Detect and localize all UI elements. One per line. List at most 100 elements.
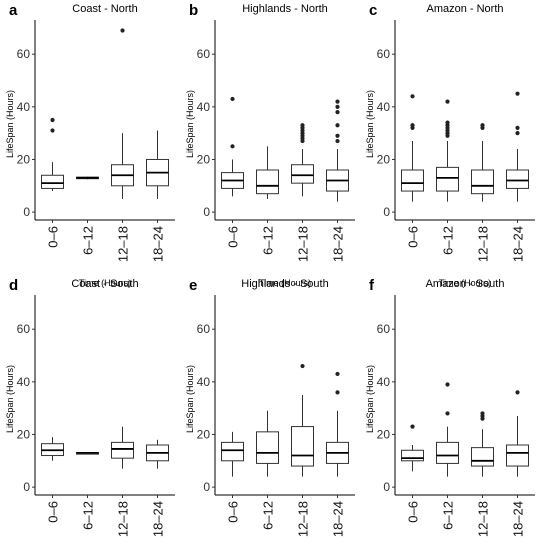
iqr-box xyxy=(291,426,314,467)
outlier-point xyxy=(300,363,305,369)
iqr-box xyxy=(41,174,64,189)
outlier-point xyxy=(515,131,520,136)
panel-d: d Coast - South 0 20 40 60 LifeSpan (Hours) 0–6… xyxy=(5,277,175,537)
y-axis-label: LifeSpan (Hours) xyxy=(5,365,15,433)
panel-b: b Highlands - North 0 20 40 60 LifeSpan (Hours… xyxy=(185,2,355,288)
box-4 xyxy=(506,91,529,202)
x-tick-label: 12–18 xyxy=(476,226,491,262)
y-tick-label: 40 xyxy=(17,375,31,389)
x-axis-label: Time (Hours) xyxy=(259,278,311,288)
y-tick-label: 40 xyxy=(377,375,391,389)
box-3 xyxy=(111,28,134,199)
y-tick-label: 0 xyxy=(23,480,30,494)
iqr-box xyxy=(506,169,529,189)
box-1 xyxy=(41,117,64,192)
y-tick-label: 20 xyxy=(377,427,391,441)
box-2 xyxy=(256,146,279,199)
box-3 xyxy=(471,123,494,202)
x-tick-label: 12–18 xyxy=(116,501,131,537)
y-tick-label: 60 xyxy=(17,47,31,61)
panel-f: f Amazon - South 0 20 40 60 LifeSpan (Hours) 0–… xyxy=(365,277,535,537)
outlier-point xyxy=(120,28,125,33)
x-axis-label: Time (Hours) xyxy=(439,278,491,288)
iqr-box xyxy=(506,444,529,467)
outlier-point xyxy=(445,411,450,416)
box-3 xyxy=(111,426,134,469)
y-tick-label: 20 xyxy=(197,427,211,441)
panel-a: a Coast - North 0 20 40 60 LifeSpan (Hours) 0–6… xyxy=(5,2,175,288)
box-1 xyxy=(221,96,244,197)
x-tick-label: 0–6 xyxy=(46,501,61,523)
y-axis-label: LifeSpan (Hours) xyxy=(185,365,195,433)
outlier-point xyxy=(335,133,340,138)
x-tick-label: 18–24 xyxy=(151,501,166,537)
box-2 xyxy=(436,382,459,477)
outlier-point xyxy=(335,99,340,104)
outlier-point xyxy=(480,123,485,128)
outlier-point xyxy=(515,91,520,96)
panel-title: Coast - South xyxy=(71,278,138,290)
panel-letter: c xyxy=(369,2,377,19)
x-tick-label: 6–12 xyxy=(261,501,276,530)
y-tick-label: 60 xyxy=(17,322,31,336)
y-tick-label: 20 xyxy=(17,152,31,166)
box-2 xyxy=(436,99,459,202)
x-axis-label: Time (Hours) xyxy=(79,278,131,288)
x-tick-label: 18–24 xyxy=(331,501,346,537)
x-tick-label: 0–6 xyxy=(46,226,61,248)
y-tick-label: 40 xyxy=(17,100,31,114)
panel-title: Amazon - South xyxy=(426,278,505,290)
panel-title: Highlands - North xyxy=(242,3,328,15)
x-tick-label: 12–18 xyxy=(476,501,491,537)
x-tick-label: 0–6 xyxy=(226,226,241,248)
x-tick-label: 6–12 xyxy=(81,501,96,530)
box-2 xyxy=(76,451,99,455)
box-2 xyxy=(256,410,279,477)
box-1 xyxy=(221,431,244,477)
outlier-point xyxy=(335,390,340,395)
x-tick-label: 6–12 xyxy=(81,226,96,255)
x-tick-label: 12–18 xyxy=(296,226,311,262)
outlier-point xyxy=(230,144,235,149)
box-1 xyxy=(41,437,64,461)
outlier-point xyxy=(50,117,55,123)
iqr-box xyxy=(401,449,424,462)
box-3 xyxy=(291,123,314,197)
outlier-point xyxy=(515,390,520,395)
outlier-point xyxy=(335,123,340,128)
box-3 xyxy=(471,411,494,477)
iqr-box xyxy=(436,441,459,464)
y-tick-label: 60 xyxy=(197,322,211,336)
outlier-point xyxy=(410,123,415,128)
y-tick-label: 0 xyxy=(203,205,210,219)
y-tick-label: 60 xyxy=(377,322,391,336)
box-1 xyxy=(401,424,424,472)
outlier-point xyxy=(480,411,485,416)
box-1 xyxy=(401,94,424,202)
box-3 xyxy=(291,363,314,477)
y-tick-label: 40 xyxy=(197,100,211,114)
box-4 xyxy=(326,99,349,202)
panel-e: e Highlands - South 0 20 40 60 LifeSpan (Hours… xyxy=(185,277,355,537)
x-tick-label: 18–24 xyxy=(151,226,166,262)
y-tick-label: 0 xyxy=(383,205,390,219)
box-4 xyxy=(506,390,529,477)
panel-letter: e xyxy=(189,277,197,294)
y-tick-label: 60 xyxy=(377,47,391,61)
panel-letter: d xyxy=(9,277,18,294)
y-tick-label: 40 xyxy=(377,100,391,114)
panel-letter: b xyxy=(189,2,198,19)
panel-title: Amazon - North xyxy=(426,3,503,15)
y-tick-label: 20 xyxy=(197,152,211,166)
outlier-point xyxy=(445,382,450,387)
iqr-box xyxy=(436,166,459,192)
iqr-box xyxy=(471,447,494,467)
x-tick-label: 0–6 xyxy=(226,501,241,523)
outlier-point xyxy=(335,138,340,144)
panel-letter: f xyxy=(369,277,375,294)
outlier-point xyxy=(410,94,415,99)
y-tick-label: 0 xyxy=(23,205,30,219)
iqr-box xyxy=(256,169,279,195)
y-tick-label: 20 xyxy=(17,427,31,441)
